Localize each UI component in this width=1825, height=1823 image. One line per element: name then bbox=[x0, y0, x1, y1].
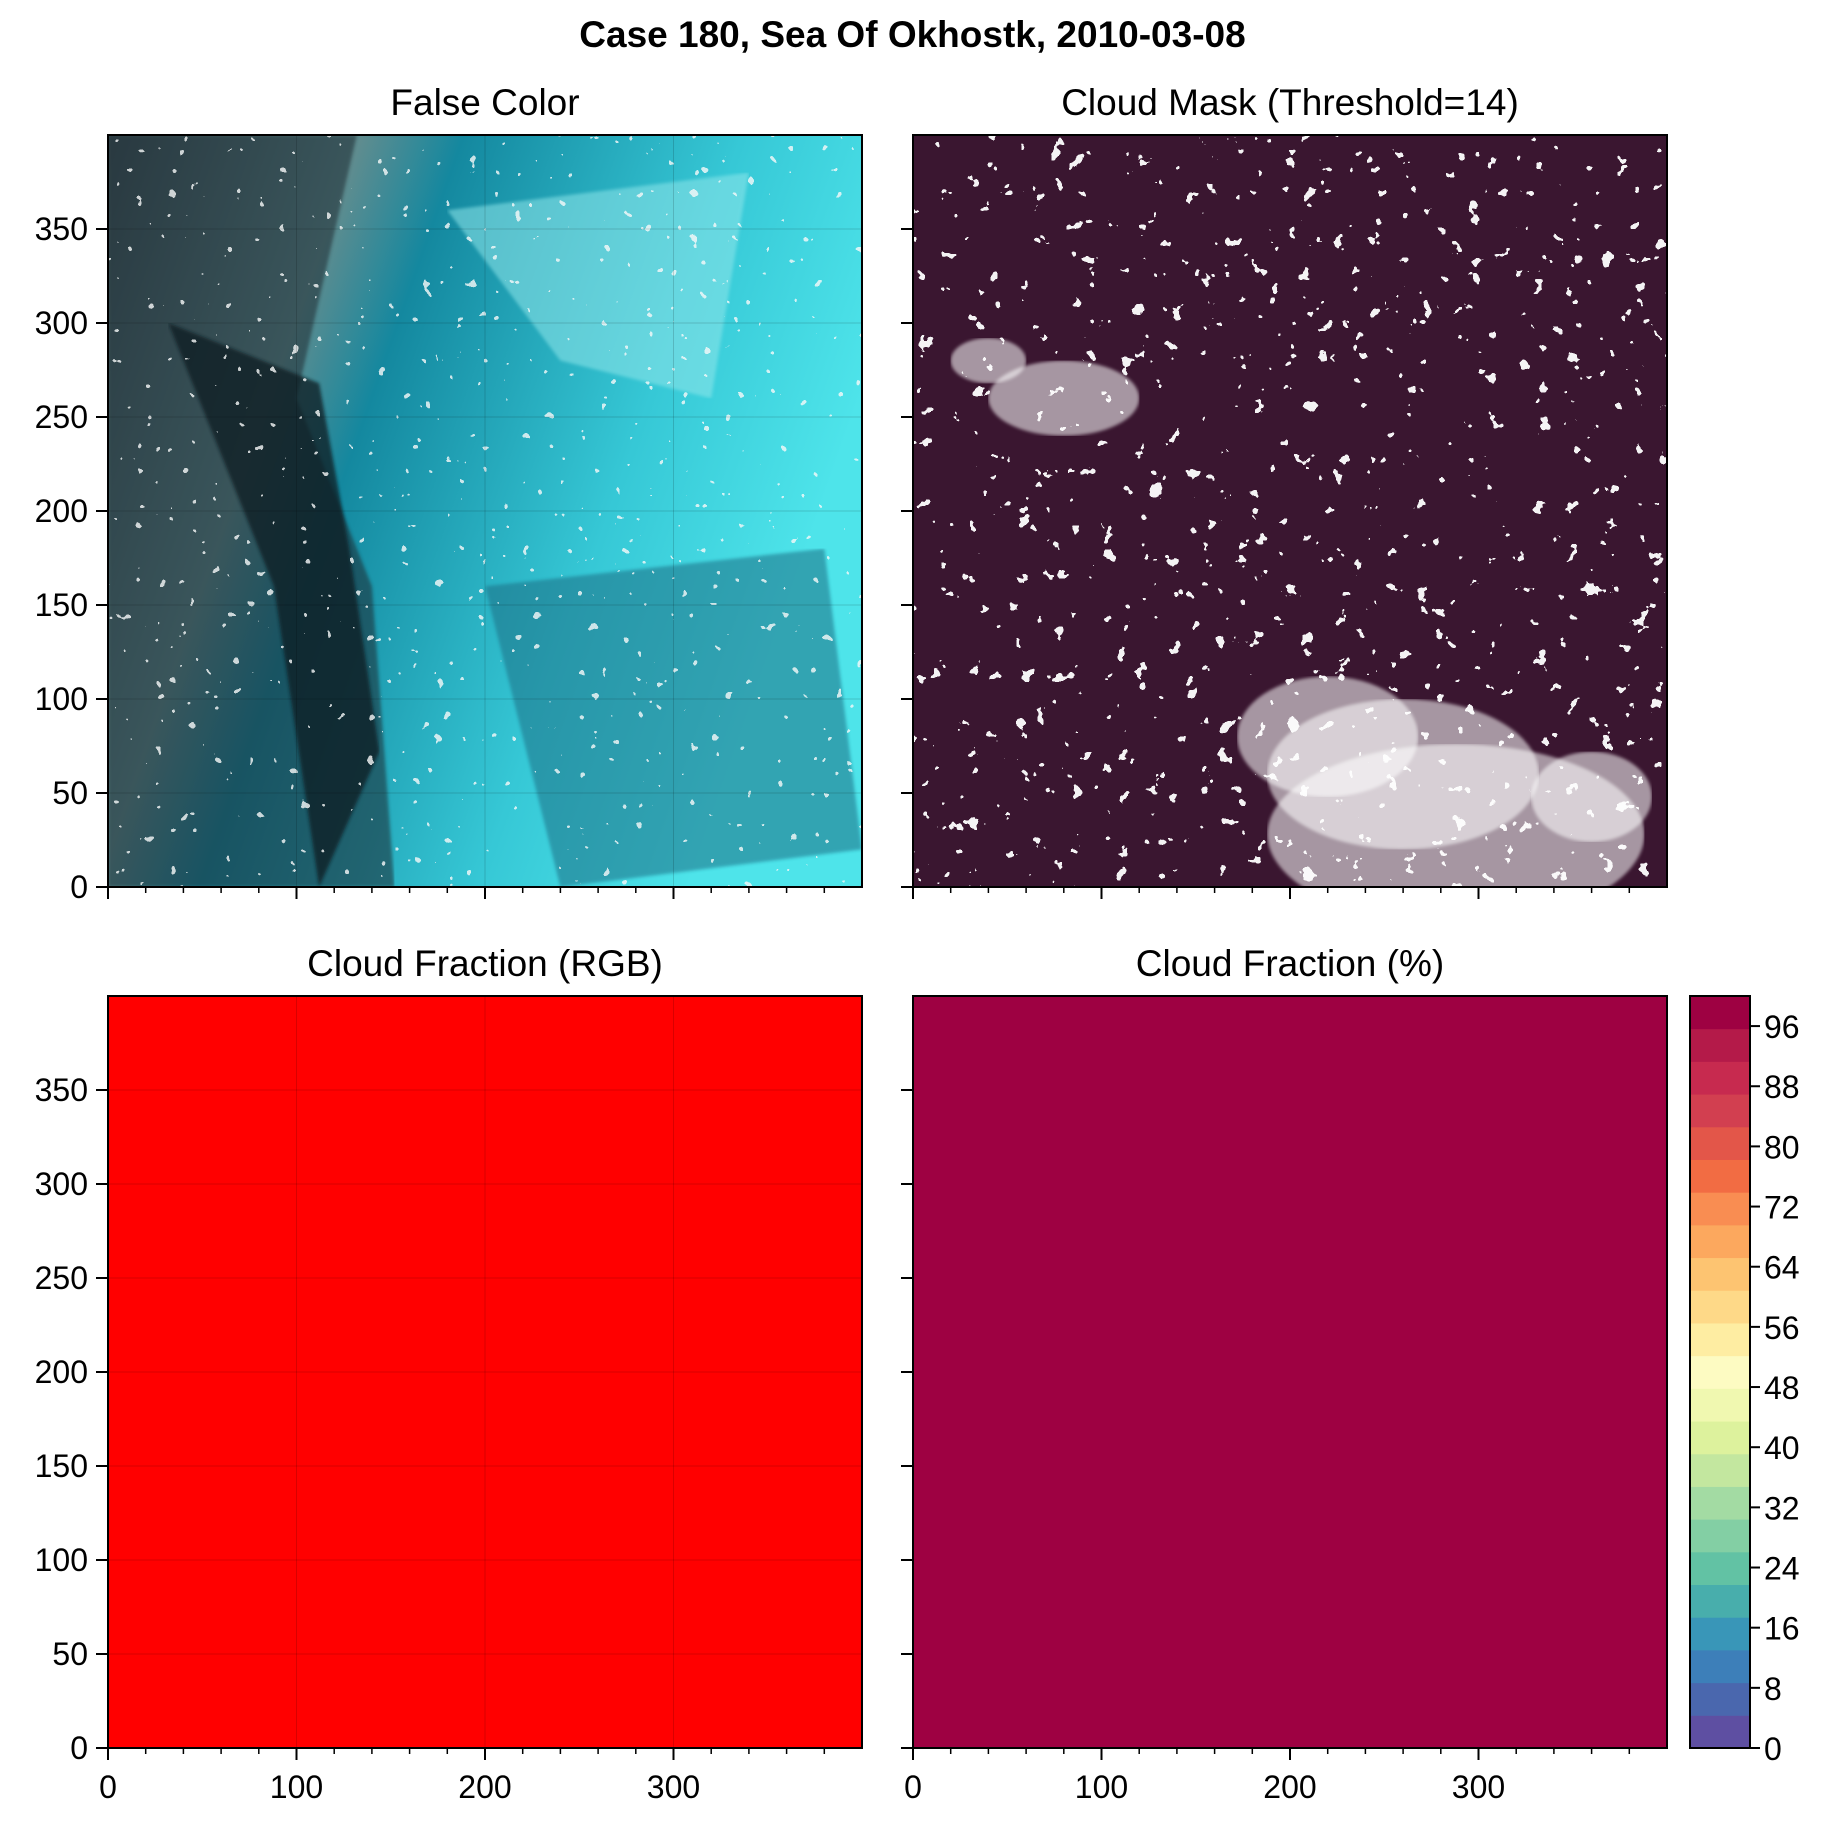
colorbar-tick-label: 96 bbox=[1764, 1009, 1800, 1045]
plot-area bbox=[913, 135, 1667, 887]
y-tick-label: 150 bbox=[35, 587, 88, 623]
colorbar-segment bbox=[1690, 1715, 1750, 1749]
colorbar-segment bbox=[1690, 1028, 1750, 1062]
mask-cloud-patch bbox=[1237, 676, 1419, 797]
colorbar-segment bbox=[1690, 1584, 1750, 1618]
y-tick-label: 100 bbox=[35, 681, 88, 717]
mask-cloud-patch bbox=[950, 338, 1027, 384]
colorbar-tick-label: 40 bbox=[1764, 1430, 1800, 1466]
colorbar: 0 8 16 24 32 40 48 56 64 72 80 88 96 bbox=[1689, 995, 1800, 1767]
y-tick-label: 300 bbox=[35, 305, 88, 341]
colorbar-tick-label: 32 bbox=[1764, 1490, 1800, 1526]
y-tick-label: 100 bbox=[35, 1542, 88, 1578]
panel-bottom-left: Cloud Fraction (RGB) 0 100 200 300 0 50 100 150 2… bbox=[35, 943, 863, 1805]
figure-title: Case 180, Sea Of Okhostk, 2010-03-08 bbox=[579, 14, 1246, 55]
colorbar-segment bbox=[1690, 1159, 1750, 1193]
panel-top-left: False Color 0 50 100 150 200 250 300 350 bbox=[35, 82, 863, 905]
y-tick-label: 200 bbox=[35, 493, 88, 529]
x-tick-label: 0 bbox=[99, 1769, 117, 1805]
y-tick-label: 300 bbox=[35, 1166, 88, 1202]
y-tick-label: 50 bbox=[52, 775, 88, 811]
y-tick-label: 0 bbox=[70, 869, 88, 905]
cloud-texture bbox=[108, 135, 862, 887]
panel-top-right: Cloud Mask (Threshold=14) bbox=[901, 82, 1668, 899]
colorbar-segment bbox=[1690, 1290, 1750, 1324]
plot-area bbox=[108, 996, 862, 1748]
colorbar-segment bbox=[1690, 1322, 1750, 1357]
x-tick-label: 100 bbox=[270, 1769, 323, 1805]
y-tick-label: 250 bbox=[35, 399, 88, 435]
plot-area bbox=[913, 996, 1667, 1748]
colorbar-segment bbox=[1690, 1355, 1750, 1389]
colorbar-segment bbox=[1690, 1682, 1750, 1716]
colorbar-segment bbox=[1690, 1519, 1750, 1553]
y-tick-label: 350 bbox=[35, 211, 88, 247]
y-tick-label: 150 bbox=[35, 1448, 88, 1484]
panel-title: False Color bbox=[390, 82, 579, 123]
mask-cloud-patch bbox=[1531, 751, 1652, 842]
y-tick-label: 0 bbox=[70, 1730, 88, 1766]
colorbar-tick-label: 24 bbox=[1764, 1551, 1800, 1587]
panel-title: Cloud Fraction (%) bbox=[1136, 943, 1444, 984]
y-tick-label: 350 bbox=[35, 1072, 88, 1108]
colorbar-segment bbox=[1690, 1257, 1750, 1291]
colorbar-segment bbox=[1690, 1453, 1750, 1487]
colorbar-tick-label: 64 bbox=[1764, 1250, 1800, 1286]
colorbar-tick-label: 88 bbox=[1764, 1069, 1800, 1105]
y-tick-label: 50 bbox=[52, 1636, 88, 1672]
colorbar-frame bbox=[1689, 995, 1751, 1749]
fraction-background bbox=[913, 996, 1667, 1748]
colorbar-tick-label: 56 bbox=[1764, 1310, 1800, 1346]
plot-area bbox=[108, 135, 862, 887]
x-tick-label: 300 bbox=[1452, 1769, 1505, 1805]
colorbar-tick-label: 80 bbox=[1764, 1129, 1800, 1165]
colorbar-segment bbox=[1690, 1421, 1750, 1455]
colorbar-tick-label: 48 bbox=[1764, 1370, 1800, 1406]
x-tick-label: 0 bbox=[904, 1769, 922, 1805]
colorbar-segment bbox=[1690, 1649, 1750, 1684]
y-tick-label: 250 bbox=[35, 1260, 88, 1296]
x-tick-label: 200 bbox=[1263, 1769, 1316, 1805]
colorbar-segment bbox=[1690, 1617, 1750, 1651]
colorbar-segment bbox=[1690, 1224, 1750, 1259]
x-tick-label: 300 bbox=[647, 1769, 700, 1805]
colorbar-segment bbox=[1690, 996, 1750, 1030]
colorbar-segment bbox=[1690, 1486, 1750, 1520]
fraction-background bbox=[108, 996, 862, 1748]
mask-cloud-patch bbox=[988, 360, 1140, 436]
colorbar-segment bbox=[1690, 1388, 1750, 1422]
colorbar-segment bbox=[1690, 1126, 1750, 1160]
panel-bottom-right: Cloud Fraction (%) 0 100 200 300 0 8 16 24 32 40 48… bbox=[901, 943, 1800, 1805]
colorbar-tick-label: 16 bbox=[1764, 1611, 1800, 1647]
x-tick-label: 200 bbox=[458, 1769, 511, 1805]
colorbar-segment bbox=[1690, 1061, 1750, 1095]
colorbar-segment bbox=[1690, 1551, 1750, 1586]
y-tick-label: 200 bbox=[35, 1354, 88, 1390]
colorbar-tick-label: 8 bbox=[1764, 1671, 1782, 1707]
colorbar-segment bbox=[1690, 1192, 1750, 1226]
colorbar-tick-label: 72 bbox=[1764, 1190, 1800, 1226]
panel-title: Cloud Fraction (RGB) bbox=[307, 943, 663, 984]
colorbar-tick-label: 0 bbox=[1764, 1731, 1782, 1767]
panel-title: Cloud Mask (Threshold=14) bbox=[1061, 82, 1519, 123]
colorbar-segment bbox=[1690, 1094, 1750, 1128]
x-tick-label: 100 bbox=[1075, 1769, 1128, 1805]
